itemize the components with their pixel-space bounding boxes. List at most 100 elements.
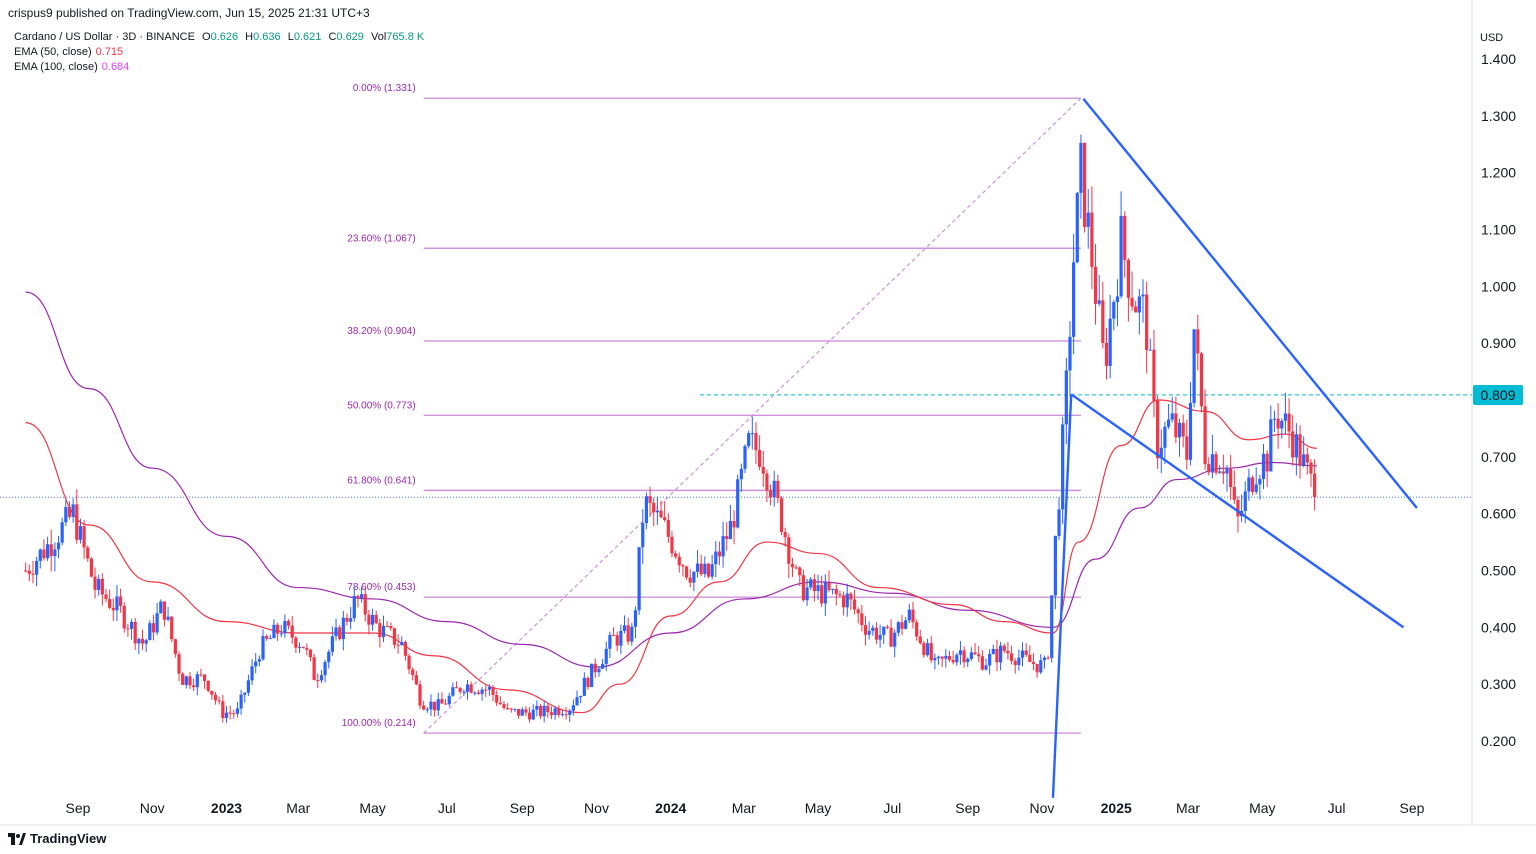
candle-body: [1024, 650, 1028, 655]
candle-body: [849, 593, 853, 600]
candle-body: [465, 684, 470, 692]
candle-body: [648, 496, 652, 503]
x-tick-label: Jul: [1328, 800, 1346, 816]
fib-level-label: 61.80% (0.641): [347, 475, 415, 486]
fib-level-label: 0.00% (1.331): [353, 83, 416, 94]
x-tick-label: Sep: [1400, 800, 1425, 816]
candle-body: [535, 705, 539, 710]
candle-body: [600, 663, 605, 669]
candle-body: [728, 521, 732, 540]
time-axis[interactable]: Sep Nov 2023 Mar May Jul Sep Nov 2024 Mar May Jul Se…: [66, 800, 1425, 816]
candle-body: [137, 638, 141, 644]
candle-body: [984, 665, 988, 670]
candle-body: [666, 520, 670, 537]
candle-body: [1159, 447, 1163, 459]
candle-body: [319, 675, 324, 681]
trendlines[interactable]: [1051, 98, 1418, 798]
candle-body: [1137, 296, 1141, 313]
candle-body: [973, 652, 977, 655]
candle-body: [747, 433, 751, 447]
candle-body: [1196, 329, 1200, 354]
candle-body: [27, 570, 31, 574]
legend-ema100-row[interactable]: EMA (100, close) 0.684: [14, 60, 424, 75]
candle-body: [801, 575, 806, 601]
candle-body: [776, 480, 780, 499]
fib-level-label: 50.00% (0.773): [347, 400, 415, 411]
candle-body: [170, 616, 174, 640]
candle-body: [334, 627, 338, 637]
candle-body: [148, 623, 152, 641]
candle-body: [458, 688, 462, 692]
candle-body: [440, 699, 444, 704]
candle-body: [925, 643, 930, 656]
candle-body: [611, 634, 616, 636]
candle-body: [940, 656, 944, 659]
candle-body: [487, 687, 491, 690]
candle-body: [1229, 468, 1233, 488]
candle-body: [202, 674, 207, 681]
candle-body: [962, 650, 966, 663]
candle-body: [451, 687, 455, 696]
candle-body: [520, 709, 524, 716]
candle-body: [1152, 349, 1156, 401]
candle-body: [1141, 294, 1145, 297]
y-tick-label: 1.100: [1481, 222, 1516, 238]
candle-body: [579, 695, 583, 698]
candle-body: [575, 697, 579, 706]
candle-body: [199, 674, 203, 676]
candle-body: [827, 582, 831, 591]
candle-body: [951, 659, 955, 663]
candle-body: [129, 621, 134, 629]
candle-body: [24, 570, 28, 572]
candle-body: [893, 632, 897, 647]
candle-body: [338, 627, 342, 640]
candle-body: [38, 549, 42, 561]
candle-body: [732, 521, 736, 528]
candle-body: [1130, 297, 1134, 307]
candle-body: [812, 579, 816, 591]
trendline: [1082, 98, 1418, 509]
candle-body: [250, 666, 254, 681]
tradingview-footer[interactable]: TradingView: [8, 831, 106, 846]
candle-body: [491, 687, 495, 695]
high-value: 0.636: [253, 31, 281, 43]
legend-ema50-row[interactable]: EMA (50, close) 0.715: [14, 45, 424, 60]
fib-level-label: 38.20% (0.904): [347, 326, 415, 337]
candle-body: [1050, 595, 1054, 659]
candle-body: [181, 673, 185, 685]
candle-body: [721, 536, 725, 557]
candle-body: [323, 662, 327, 676]
y-tick-label: 1.000: [1481, 278, 1516, 294]
fibonacci-retracement[interactable]: 0.00% (1.331) 23.60% (1.067) 38.20% (0.904…: [0, 83, 1472, 734]
ema-lines: [25, 291, 1318, 714]
candle-body: [652, 502, 656, 513]
x-tick-label: Jul: [883, 800, 901, 816]
ema100-value: 0.684: [101, 61, 130, 73]
candle-body: [768, 490, 773, 498]
candle-body: [1112, 302, 1116, 319]
candle-body: [787, 537, 791, 564]
y-tick-label: 0.200: [1481, 733, 1516, 749]
candle-body: [560, 714, 565, 716]
candle-body: [1305, 454, 1309, 463]
candle-body: [1250, 477, 1255, 492]
candle-body: [765, 473, 769, 491]
symbol-title[interactable]: Cardano / US Dollar · 3D · BINANCE: [14, 31, 195, 43]
candle-body: [860, 613, 864, 626]
candle-body: [1254, 484, 1258, 492]
candle-body: [695, 563, 700, 572]
candles[interactable]: [24, 134, 1317, 723]
fib-level-label: 23.60% (1.067): [347, 233, 415, 244]
candle-body: [228, 712, 232, 714]
price-axis[interactable]: USD 0.2000.3000.4000.5000.6000.7000.8000…: [1480, 32, 1516, 749]
candle-body: [557, 708, 561, 715]
candle-body: [542, 705, 546, 717]
candle-body: [904, 620, 908, 629]
candle-body: [1148, 349, 1152, 351]
trendline: [1051, 394, 1073, 798]
candle-body: [1298, 434, 1302, 466]
candle-body: [1031, 661, 1036, 664]
candle-body: [473, 692, 477, 694]
candle-body: [119, 596, 123, 606]
